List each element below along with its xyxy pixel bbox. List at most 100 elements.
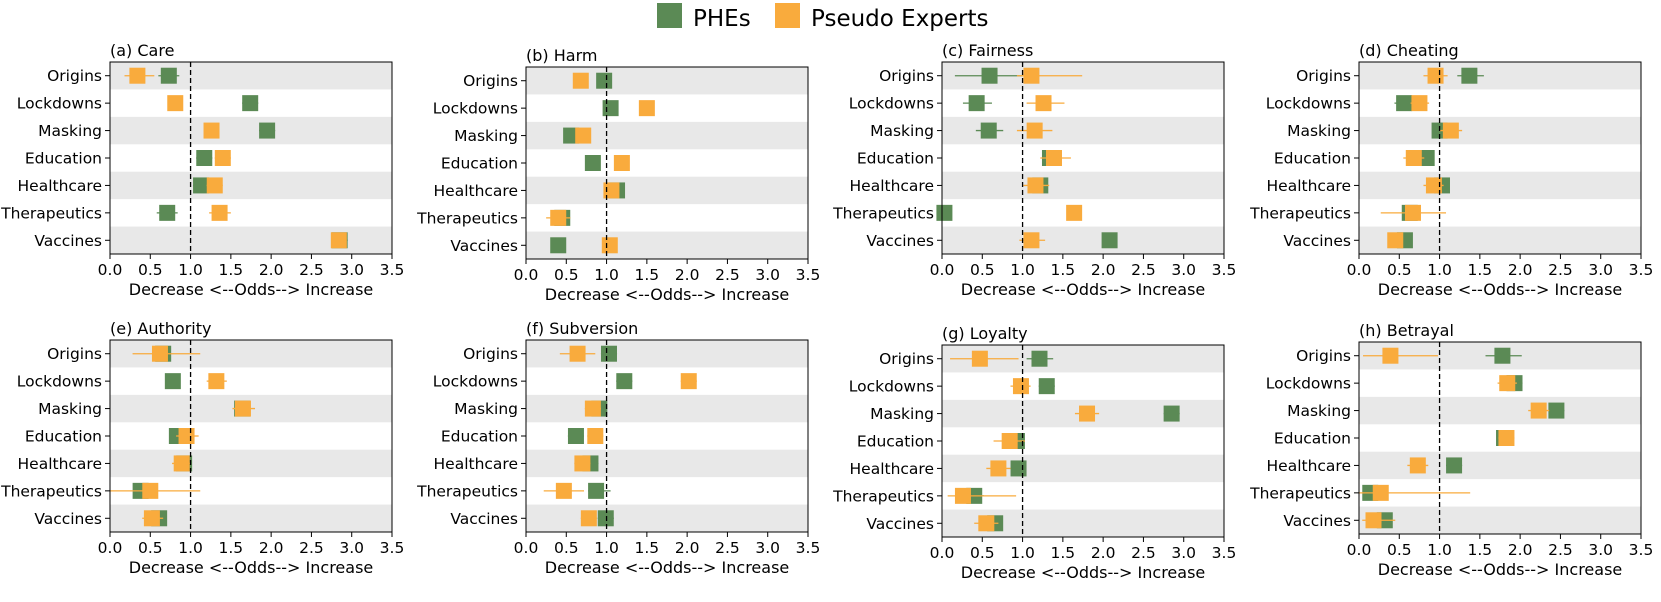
category-label-origins: Origins xyxy=(47,67,102,85)
category-label-masking: Masking xyxy=(38,400,102,418)
category-label-education: Education xyxy=(857,433,934,451)
x-tick-label: 1.5 xyxy=(1468,261,1493,279)
pseudo-marker xyxy=(1012,378,1029,395)
phe-marker xyxy=(597,510,614,527)
panel-f-subversion: 0.0 0.5 1.0 1.5 2.0 2.5 3.0 3.5 Origins Lockdowns… xyxy=(416,319,820,577)
phe-marker xyxy=(968,95,985,112)
pseudo-marker xyxy=(550,209,567,226)
row-band xyxy=(110,449,392,478)
phe-marker xyxy=(616,373,633,390)
x-tick-label: 1.0 xyxy=(178,261,203,279)
pseudo-marker xyxy=(1372,484,1389,501)
x-tick-label: 1.5 xyxy=(1468,541,1493,559)
x-tick-label: 3.0 xyxy=(339,539,364,557)
x-tick-label: 0.0 xyxy=(930,544,955,562)
x-axis-label: Decrease <--Odds--> Increase xyxy=(129,280,374,299)
category-label-healthcare: Healthcare xyxy=(1267,177,1352,195)
x-tick-label: 3.0 xyxy=(1171,544,1196,562)
category-label-vaccines: Vaccines xyxy=(1283,512,1351,530)
pseudo-marker xyxy=(1530,402,1547,419)
pseudo-marker xyxy=(1026,122,1043,139)
category-label-education: Education xyxy=(441,155,518,173)
phe-marker xyxy=(600,345,617,362)
row-band xyxy=(526,231,808,259)
x-tick-label: 0.0 xyxy=(514,539,539,557)
category-label-healthcare: Healthcare xyxy=(434,455,519,473)
pseudo-marker xyxy=(1425,177,1442,194)
phe-marker xyxy=(602,100,619,117)
row-band xyxy=(1359,116,1641,145)
x-tick-label: 1.5 xyxy=(219,539,244,557)
x-tick-label: 0.0 xyxy=(930,261,955,279)
x-axis-label: Decrease <--Odds--> Increase xyxy=(545,558,790,577)
pseudo-marker xyxy=(1382,347,1399,364)
pseudo-marker xyxy=(580,510,597,527)
x-tick-label: 3.5 xyxy=(796,539,821,557)
x-tick-label: 0.5 xyxy=(970,261,995,279)
row-band xyxy=(526,449,808,478)
category-label-masking: Masking xyxy=(870,405,934,423)
x-tick-label: 2.0 xyxy=(259,261,284,279)
pseudo-marker xyxy=(572,72,589,89)
phe-marker xyxy=(1461,67,1478,84)
pseudo-marker xyxy=(1498,430,1515,446)
x-axis-label: Decrease <--Odds--> Increase xyxy=(129,558,374,577)
pseudo-marker xyxy=(574,455,591,472)
pseudo-marker xyxy=(1409,457,1426,474)
pseudo-marker xyxy=(680,373,697,390)
x-tick-label: 0.5 xyxy=(138,539,163,557)
phe-marker xyxy=(550,237,567,254)
phe-marker xyxy=(259,122,276,139)
x-tick-label: 0.0 xyxy=(1347,261,1372,279)
pseudo-marker xyxy=(990,460,1007,477)
phe-marker xyxy=(980,122,997,139)
category-label-vaccines: Vaccines xyxy=(866,232,934,250)
category-label-healthcare: Healthcare xyxy=(18,455,103,473)
phe-marker xyxy=(160,67,177,84)
category-label-healthcare: Healthcare xyxy=(850,460,935,478)
x-tick-label: 2.5 xyxy=(299,539,324,557)
phe-marker xyxy=(563,127,580,144)
category-label-vaccines: Vaccines xyxy=(866,515,934,533)
x-tick-label: 1.5 xyxy=(219,261,244,279)
x-tick-label: 0.0 xyxy=(98,261,123,279)
pseudo-marker xyxy=(601,237,618,254)
phe-marker xyxy=(1446,457,1463,474)
category-label-masking: Masking xyxy=(1287,402,1351,420)
panel-g-loyalty: 0.0 0.5 1.0 1.5 2.0 2.5 3.0 3.5 Origins Lockdowns… xyxy=(832,324,1236,582)
pseudo-marker xyxy=(151,345,168,362)
x-tick-label: 1.5 xyxy=(635,266,660,284)
x-tick-label: 2.0 xyxy=(1508,541,1533,559)
pseudo-marker xyxy=(1001,433,1018,449)
category-label-lockdowns: Lockdowns xyxy=(1266,95,1351,113)
category-label-origins: Origins xyxy=(1296,67,1351,85)
pseudo-marker xyxy=(214,150,231,166)
row-band xyxy=(1359,451,1641,480)
axes-frame xyxy=(525,66,809,260)
pseudo-marker xyxy=(1499,375,1516,392)
x-tick-label: 1.0 xyxy=(1010,261,1035,279)
panel-title: (c) Fairness xyxy=(942,41,1033,60)
x-tick-label: 2.0 xyxy=(1091,261,1116,279)
axes-frame xyxy=(1358,61,1642,255)
pseudo-marker xyxy=(569,345,586,362)
axes-frame xyxy=(109,61,393,255)
pseudo-marker xyxy=(1027,177,1044,194)
legend: PHEs Pseudo Experts xyxy=(657,3,989,32)
pseudo-marker xyxy=(1411,95,1428,112)
x-tick-label: 2.0 xyxy=(259,539,284,557)
row-band xyxy=(110,116,392,145)
phe-marker xyxy=(981,67,998,84)
pseudo-marker xyxy=(1405,150,1422,166)
category-label-healthcare: Healthcare xyxy=(850,177,935,195)
category-label-lockdowns: Lockdowns xyxy=(17,373,102,391)
phe-marker xyxy=(1101,232,1118,249)
x-tick-label: 2.0 xyxy=(675,539,700,557)
panel-title: (a) Care xyxy=(110,41,174,60)
category-label-education: Education xyxy=(1274,430,1351,448)
panel-title: (d) Cheating xyxy=(1359,41,1459,60)
category-label-masking: Masking xyxy=(38,122,102,140)
x-tick-label: 1.0 xyxy=(594,539,619,557)
pseudo-marker xyxy=(208,373,225,390)
x-tick-label: 3.5 xyxy=(380,261,405,279)
